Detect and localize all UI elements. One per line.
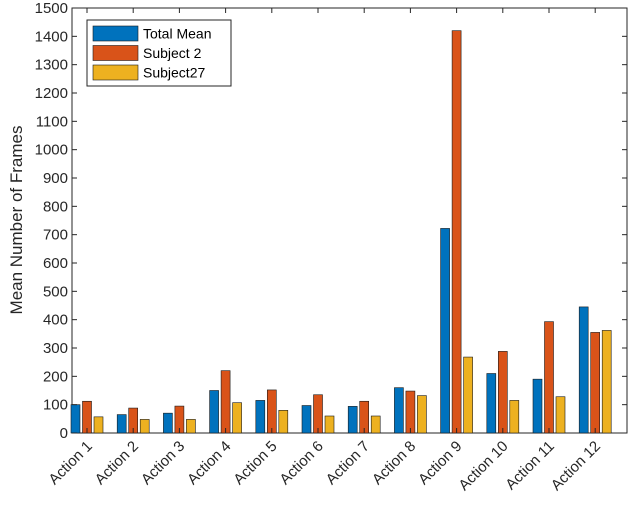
bar-total-mean-action-7 [347,406,358,434]
x-tick-label: Action 4 [184,438,234,488]
y-axis-title: Mean Number of Frames [7,126,26,315]
x-tick-label: Action 6 [276,438,326,488]
bar-subject27-action-6 [324,415,335,434]
legend[interactable]: Total Mean Subject 2 Subject27 [86,19,232,87]
y-tick-label: 300 [43,340,68,357]
bar-subject27-action-11 [555,396,566,434]
legend-swatch [92,45,139,61]
bar-total-mean-action-9 [440,228,450,434]
y-tick-label: 1100 [36,113,68,130]
bar-subject-2-action-11 [544,321,554,434]
bar-subject-2-action-6 [313,394,323,434]
y-tick-label: 500 [43,283,68,300]
bar-total-mean-action-8 [394,387,404,434]
bar-total-mean-action-3 [163,412,173,434]
y-tick-label: 1000 [35,142,68,159]
bar-total-mean-action-12 [578,306,589,434]
bar-subject-2-action-8 [405,390,416,434]
x-tick-label: Action 7 [323,438,373,488]
y-tick-label: 600 [43,255,68,272]
bar-total-mean-action-2 [116,414,127,434]
y-tick-label: 1300 [35,57,68,74]
x-tick-label: Action 12 [548,438,604,494]
bar-subject27-action-2 [139,419,150,434]
y-tick-label: 1500 [35,0,68,17]
bar-total-mean-action-4 [209,390,219,434]
bar-total-mean-action-5 [255,400,266,434]
bar-subject27-action-12 [601,330,612,434]
bar-total-mean-action-10 [486,373,497,434]
bar-subject27-action-1 [93,416,104,434]
bar-subject27-action-10 [509,400,520,434]
y-tick-label: 400 [43,312,68,329]
bar-subject27-action-7 [370,415,381,434]
x-tick-label: Action 3 [138,438,188,488]
legend-label: Subject 2 [143,45,202,61]
bar-subject27-action-8 [417,395,427,434]
x-tick-label: Action 8 [369,438,419,488]
bar-subject-2-action-12 [590,332,601,434]
bars-group [70,30,612,434]
bar-subject-2-action-4 [220,370,231,434]
y-tick-label: 900 [43,170,68,187]
legend-label: Subject27 [143,65,205,81]
x-tick-label: Action 2 [92,438,142,488]
bar-subject-2-action-5 [266,389,277,434]
legend-swatch [92,64,139,81]
bar-total-mean-action-6 [301,405,312,434]
bar-subject-2-action-9 [451,30,462,434]
bar-subject27-action-5 [278,410,289,434]
x-tick-label: Action 1 [45,438,95,488]
y-tick-label: 200 [43,368,68,385]
y-tick-label: 700 [43,227,68,244]
x-tick-label: Action 10 [455,438,511,494]
bar-subject27-action-9 [463,356,473,434]
y-tick-label: 1400 [35,28,68,45]
bar-total-mean-action-1 [70,404,81,434]
bar-total-mean-action-11 [532,378,543,434]
legend-swatch [92,25,139,42]
bar-subject27-action-3 [186,419,196,434]
legend-label: Total Mean [143,26,211,42]
y-tick-label: 100 [43,397,68,414]
y-tick-label: 1200 [35,85,68,102]
y-axis: 0 100 200 300 400 500 600 700 800 900 1000 1100 1200… [35,0,627,442]
y-tick-label: 0 [60,425,68,442]
bar-subject-2-action-10 [497,351,508,434]
y-tick-label: 800 [43,198,68,215]
x-tick-label: Action 5 [230,438,280,488]
bar-subject27-action-4 [232,402,242,434]
